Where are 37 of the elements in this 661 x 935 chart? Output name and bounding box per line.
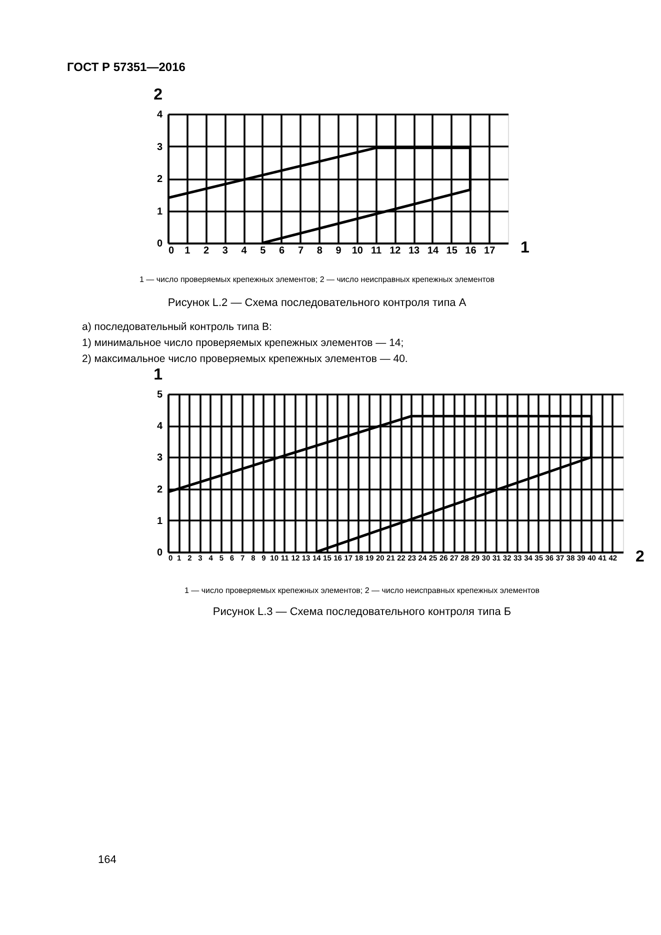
y-tick-label: 1 bbox=[156, 516, 163, 527]
x-tick-label: 1 bbox=[184, 246, 191, 256]
x-tick-label: 3 bbox=[222, 246, 228, 256]
x-tick-label: 12 bbox=[390, 246, 402, 256]
y-tick-label: 2 bbox=[156, 174, 163, 185]
x-tick-label: 2 bbox=[203, 246, 210, 256]
x-tick-label: 17 bbox=[484, 246, 496, 256]
text: 1 — число проверяемых крепежных элементов; 2 — число неисправных крепежных элементов bbox=[184, 586, 540, 595]
y-tick-label: 3 bbox=[156, 142, 163, 153]
x-tick-label: 4 bbox=[241, 246, 248, 256]
x-tick-label: 15 bbox=[446, 246, 458, 256]
y-tick-label: 4 bbox=[156, 110, 163, 120]
x-tick-label: 5 bbox=[260, 246, 266, 256]
x-tick-label: 14 bbox=[427, 246, 439, 256]
x-tick-label: 10 bbox=[352, 246, 364, 256]
x-tick-label: 6 bbox=[279, 246, 286, 256]
y-tick-label: 2 bbox=[156, 484, 163, 496]
text: а) последовательный контроль типа В: bbox=[82, 321, 272, 333]
x-tick-label: 9 bbox=[336, 246, 342, 256]
x-tick-label: 13 bbox=[408, 246, 420, 256]
text: 1 — число проверяемых крепежных элементов; 2 — число неисправных крепежных элементов bbox=[139, 275, 495, 284]
text: Рисунок L.3 — Схема последовательного контроля типа Б bbox=[212, 606, 512, 618]
x-tick-label: 8 bbox=[316, 246, 323, 256]
y-tick-label: 0 bbox=[156, 238, 163, 250]
text: ГОСТ Р 57351—2016 bbox=[67, 60, 186, 74]
text: 2) максимальное число проверяемых крепежных элементов — 40. bbox=[82, 353, 408, 365]
y-tick-label: 1 bbox=[156, 206, 163, 218]
x-tick-label: 0 bbox=[168, 246, 174, 256]
text: 164 bbox=[98, 854, 116, 866]
y-tick-label: 3 bbox=[156, 452, 163, 464]
text: Рисунок L.2 — Схема последовательного контроля типа А bbox=[168, 297, 467, 309]
x-tick-label: 16 bbox=[465, 246, 477, 256]
y-tick-label: 5 bbox=[156, 390, 163, 400]
text: 1) минимальное число проверяемых крепежных элементов — 14; bbox=[82, 337, 404, 349]
x-tick-label: 11 bbox=[370, 246, 382, 256]
y-tick-label: 4 bbox=[156, 421, 163, 432]
x-tick-label: 7 bbox=[298, 246, 304, 256]
